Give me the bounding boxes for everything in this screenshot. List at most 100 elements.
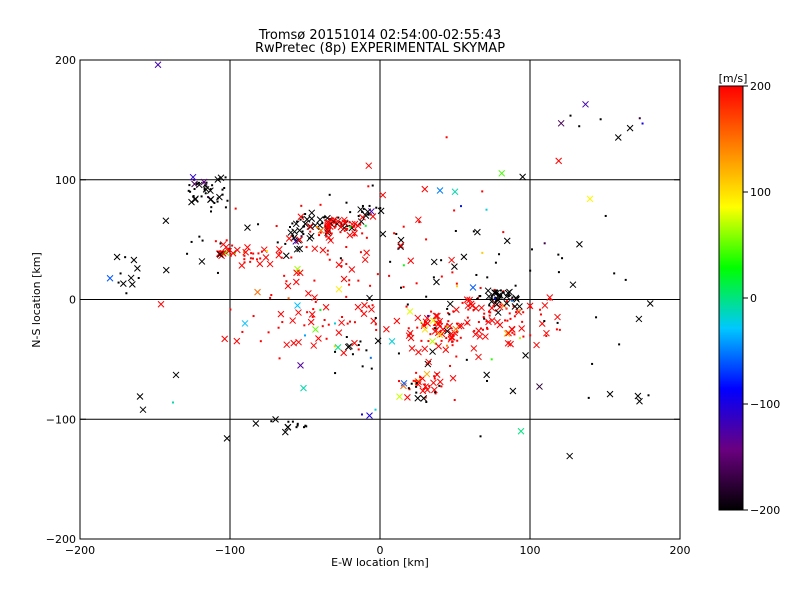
data-point-dot xyxy=(334,372,337,375)
data-point-x xyxy=(472,305,480,312)
data-point-dot xyxy=(647,394,650,397)
data-point-dot xyxy=(502,231,505,234)
data-point-dot xyxy=(325,337,328,340)
data-point-dot xyxy=(410,382,413,385)
data-point-dot xyxy=(361,365,364,368)
data-point-x xyxy=(569,281,577,289)
data-point-dot xyxy=(349,211,352,214)
data-point-x xyxy=(293,245,301,253)
data-point-dot xyxy=(209,188,212,191)
data-point-x xyxy=(397,242,405,249)
data-point-x xyxy=(340,275,348,283)
data-point-dot xyxy=(241,330,244,333)
data-point-dot xyxy=(306,311,309,314)
data-point-x xyxy=(466,296,474,304)
data-point-dot xyxy=(193,178,196,181)
data-point-x xyxy=(307,232,315,240)
data-point-x xyxy=(217,174,225,182)
data-point-dot xyxy=(345,201,348,204)
data-point-dot xyxy=(296,220,299,223)
data-point-x xyxy=(363,249,370,257)
data-point-dot xyxy=(349,320,352,323)
data-point-dot xyxy=(511,331,514,334)
data-point-dot xyxy=(446,307,449,310)
data-point-dot xyxy=(213,202,216,205)
data-point-dot xyxy=(557,253,560,256)
data-point-x xyxy=(422,318,430,326)
data-point-x xyxy=(281,428,289,436)
data-point-x xyxy=(423,370,431,378)
data-point-x xyxy=(207,187,214,195)
data-point-dot xyxy=(402,225,405,228)
data-point-dot xyxy=(300,235,303,238)
data-point-dot xyxy=(205,185,208,188)
data-point-x xyxy=(457,322,465,330)
data-point-dot xyxy=(275,225,278,228)
data-point-dot xyxy=(388,274,391,277)
data-point-x xyxy=(388,338,396,345)
data-point-x xyxy=(396,393,403,400)
data-point-dot xyxy=(486,379,489,382)
data-point-dot xyxy=(495,299,498,302)
data-point-x xyxy=(504,339,512,347)
y-tick-label: −200 xyxy=(46,533,76,546)
data-point-dot xyxy=(221,188,224,191)
data-point-x xyxy=(429,338,436,345)
data-point-dot xyxy=(379,207,382,210)
data-point-dot xyxy=(277,326,280,329)
data-point-dot xyxy=(326,253,329,256)
data-point-dot xyxy=(345,336,348,339)
data-point-dot xyxy=(374,408,377,411)
data-point-x xyxy=(290,339,298,347)
y-axis-label: N-S location [km] xyxy=(30,252,43,348)
data-point-x xyxy=(420,395,428,402)
data-point-dot xyxy=(345,263,348,266)
data-point-dot xyxy=(296,422,299,425)
data-point-dot xyxy=(210,210,213,213)
data-point-x xyxy=(484,287,492,295)
data-point-x xyxy=(369,213,377,220)
data-point-x xyxy=(400,379,408,387)
data-point-dot xyxy=(440,385,443,388)
data-point-x xyxy=(334,344,342,351)
data-point-x xyxy=(503,293,511,300)
data-point-x xyxy=(357,218,365,225)
data-point-x xyxy=(404,394,411,401)
data-point-dot xyxy=(479,327,482,330)
colorbar-tick-label: 100 xyxy=(750,186,771,199)
data-point-x xyxy=(306,223,314,230)
data-point-dot xyxy=(259,257,262,260)
x-tick-label: −200 xyxy=(65,544,95,557)
data-point-x xyxy=(483,371,491,379)
data-point-dot xyxy=(449,364,452,367)
data-point-dot xyxy=(529,269,532,272)
data-point-dot xyxy=(278,357,281,360)
data-point-dot xyxy=(368,204,371,207)
data-point-dot xyxy=(447,312,450,315)
data-point-dot xyxy=(327,323,330,326)
data-point-dot xyxy=(518,309,521,312)
y-axis-ticks: −200 −100 0 100 200 xyxy=(46,54,680,546)
data-point-x xyxy=(626,124,634,132)
data-point-dot xyxy=(326,232,329,235)
data-point-dot xyxy=(369,284,372,287)
data-point-dot xyxy=(591,362,594,365)
data-point-dot xyxy=(423,320,426,323)
data-point-dot xyxy=(481,190,484,193)
data-point-dot xyxy=(418,221,421,224)
data-point-dot xyxy=(455,282,458,285)
data-point-dot xyxy=(351,353,354,356)
data-point-x xyxy=(379,191,387,199)
data-point-dot xyxy=(137,277,140,280)
data-point-dot xyxy=(319,203,322,206)
data-point-x xyxy=(113,253,121,261)
data-point-x xyxy=(635,315,643,323)
data-point-x xyxy=(469,284,477,291)
data-point-dot xyxy=(325,235,328,238)
data-point-x xyxy=(424,360,432,368)
data-point-x xyxy=(312,326,319,333)
data-point-x xyxy=(491,289,498,296)
data-point-x xyxy=(216,250,224,257)
data-point-x xyxy=(368,306,375,313)
data-point-x xyxy=(586,195,594,203)
